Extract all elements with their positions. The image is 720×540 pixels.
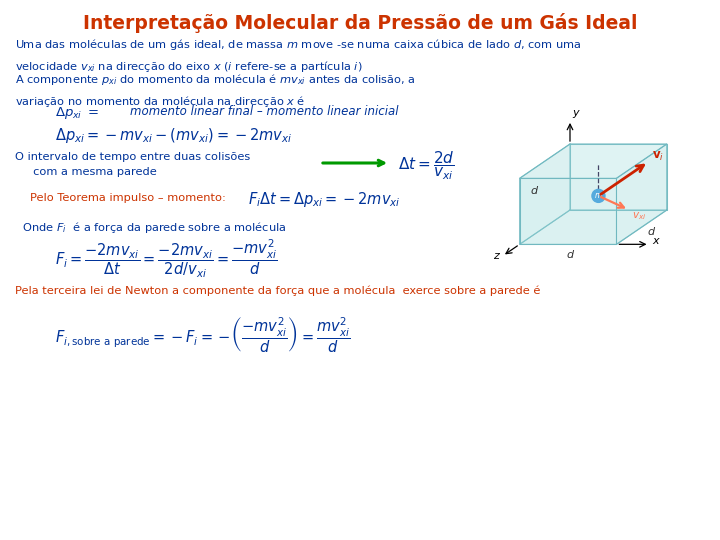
Text: $\Delta p_{xi}\ =$: $\Delta p_{xi}\ =$ xyxy=(55,105,99,121)
Text: $F_i = \dfrac{-2mv_{xi}}{\Delta t} = \dfrac{-2mv_{xi}}{2d/v_{xi}} = \dfrac{-mv_{: $F_i = \dfrac{-2mv_{xi}}{\Delta t} = \df… xyxy=(55,238,278,280)
Text: $d$: $d$ xyxy=(647,225,656,237)
Circle shape xyxy=(592,190,605,202)
Text: Pela terceira lei de Newton a componente da força que a molécula  exerce sobre a: Pela terceira lei de Newton a componente… xyxy=(15,285,541,295)
Text: $\mathbf{v}_i$: $\mathbf{v}_i$ xyxy=(652,150,665,163)
Polygon shape xyxy=(520,144,570,244)
Text: Uma das moléculas de um gás ideal, de massa $m$ move -se numa caixa cúbica de la: Uma das moléculas de um gás ideal, de ma… xyxy=(15,37,582,74)
Polygon shape xyxy=(616,144,667,244)
Text: $v_{xi}$: $v_{xi}$ xyxy=(631,210,646,221)
Text: com a mesma parede: com a mesma parede xyxy=(15,167,157,177)
Text: $F_i\Delta t = \Delta p_{xi} = -2mv_{xi}$: $F_i\Delta t = \Delta p_{xi} = -2mv_{xi}… xyxy=(248,190,401,209)
Text: Onde $F_i$  é a força da parede sobre a molécula: Onde $F_i$ é a força da parede sobre a m… xyxy=(15,220,287,235)
Text: momento linear final – momento linear inicial: momento linear final – momento linear in… xyxy=(130,105,398,118)
Text: $m$: $m$ xyxy=(594,191,603,200)
Text: Pelo Teorema impulso – momento:: Pelo Teorema impulso – momento: xyxy=(30,193,226,203)
Text: $d$: $d$ xyxy=(530,184,539,196)
Text: $F_{i,\mathrm{sobre\ a\ parede}} = -F_i = -\!\left(\dfrac{-mv_{xi}^2}{d}\right) : $F_{i,\mathrm{sobre\ a\ parede}} = -F_i … xyxy=(55,315,351,355)
Polygon shape xyxy=(520,178,616,244)
Text: $\Delta t = \dfrac{2d}{v_{xi}}$: $\Delta t = \dfrac{2d}{v_{xi}}$ xyxy=(398,150,454,183)
Polygon shape xyxy=(520,210,667,244)
Text: A componente $p_{xi}$ do momento da molécula é $mv_{xi}$ antes da colisão, a
var: A componente $p_{xi}$ do momento da molé… xyxy=(15,72,415,109)
Text: Interpretação Molecular da Pressão de um Gás Ideal: Interpretação Molecular da Pressão de um… xyxy=(83,13,637,33)
Text: $d$: $d$ xyxy=(566,248,575,260)
Polygon shape xyxy=(570,144,667,210)
Text: $x$: $x$ xyxy=(652,237,662,246)
Text: $z$: $z$ xyxy=(492,251,500,261)
Text: $y$: $y$ xyxy=(572,108,581,120)
Text: $\Delta p_{xi} = -mv_{xi} -(mv_{xi}) = -2mv_{xi}$: $\Delta p_{xi} = -mv_{xi} -(mv_{xi}) = -… xyxy=(55,126,292,145)
Text: O intervalo de tempo entre duas colisões: O intervalo de tempo entre duas colisões xyxy=(15,152,251,162)
Polygon shape xyxy=(520,144,667,178)
